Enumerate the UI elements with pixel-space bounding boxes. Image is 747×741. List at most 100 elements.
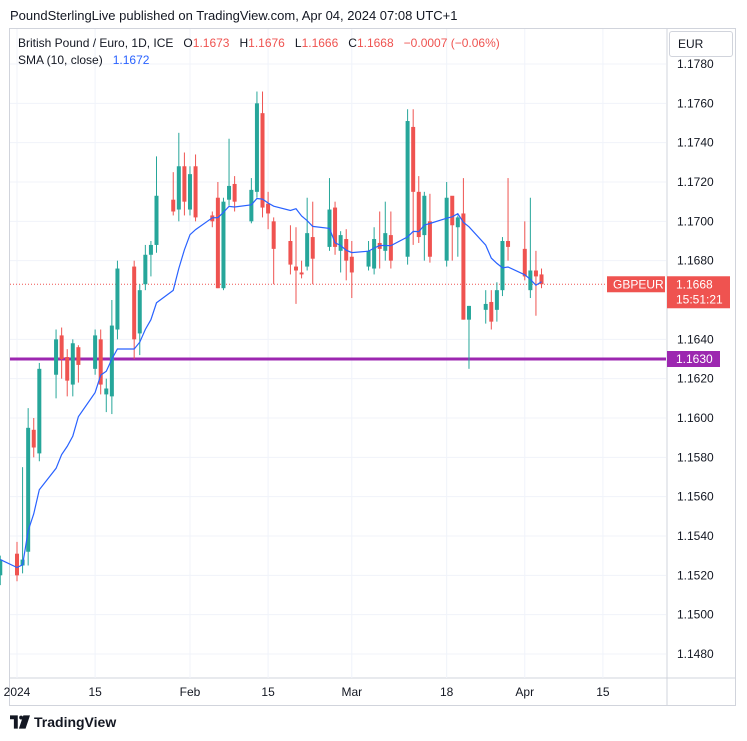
candle-body bbox=[143, 255, 147, 285]
candle[interactable] bbox=[528, 198, 532, 298]
sma-line[interactable] bbox=[0, 199, 541, 568]
candle-body bbox=[261, 113, 265, 207]
candle[interactable] bbox=[344, 229, 348, 280]
candle[interactable] bbox=[428, 194, 432, 263]
candle[interactable] bbox=[272, 217, 276, 284]
candle[interactable] bbox=[372, 227, 376, 274]
candle-body bbox=[266, 204, 270, 214]
tradingview-footer[interactable]: TradingView bbox=[10, 714, 116, 730]
candle-body bbox=[456, 217, 460, 227]
candle[interactable] bbox=[65, 349, 69, 396]
candle[interactable] bbox=[411, 109, 415, 245]
symbol-description[interactable]: British Pound / Euro, 1D, ICE bbox=[18, 36, 173, 50]
candle[interactable] bbox=[540, 269, 544, 289]
candle[interactable] bbox=[461, 178, 465, 320]
x-tick-label: 15 bbox=[88, 685, 102, 699]
candle[interactable] bbox=[60, 328, 64, 379]
candle[interactable] bbox=[149, 241, 153, 276]
candle-body bbox=[300, 272, 304, 274]
close-label: C bbox=[348, 36, 357, 50]
candle[interactable] bbox=[32, 418, 36, 457]
candle[interactable] bbox=[188, 166, 192, 215]
candle-body bbox=[76, 347, 80, 365]
candle[interactable] bbox=[300, 261, 304, 279]
candle-body bbox=[216, 198, 220, 288]
candle-body bbox=[461, 213, 465, 319]
candle[interactable] bbox=[76, 345, 80, 382]
candle[interactable] bbox=[389, 212, 393, 269]
y-tick-label: 1.1700 bbox=[677, 214, 714, 228]
open-value: 1.1673 bbox=[193, 36, 230, 50]
candle[interactable] bbox=[255, 92, 259, 198]
candle[interactable] bbox=[115, 261, 119, 340]
candle[interactable] bbox=[383, 202, 387, 261]
candle[interactable] bbox=[143, 245, 147, 290]
candle[interactable] bbox=[132, 261, 136, 359]
candle-body bbox=[411, 127, 415, 192]
candle[interactable] bbox=[489, 290, 493, 329]
candle[interactable] bbox=[155, 156, 159, 252]
y-tick-label: 1.1720 bbox=[677, 175, 714, 189]
candle[interactable] bbox=[456, 215, 460, 256]
candle[interactable] bbox=[495, 282, 499, 321]
candle-body bbox=[495, 290, 499, 310]
candle[interactable] bbox=[171, 172, 175, 215]
candle[interactable] bbox=[378, 212, 382, 269]
candle[interactable] bbox=[327, 178, 331, 251]
candle[interactable] bbox=[288, 225, 292, 274]
countdown-label: 15:51:21 bbox=[676, 292, 723, 306]
sma-label[interactable]: SMA (10, close) bbox=[18, 53, 103, 67]
x-tick-label: Apr bbox=[515, 685, 534, 699]
candle-body bbox=[177, 166, 181, 209]
candle-body bbox=[221, 202, 225, 289]
y-tick-label: 1.1780 bbox=[677, 57, 714, 71]
candle[interactable] bbox=[233, 176, 237, 211]
last-price-label: 1.1668 bbox=[676, 277, 713, 291]
candle[interactable] bbox=[417, 176, 421, 243]
candle[interactable] bbox=[350, 241, 354, 298]
candle[interactable] bbox=[177, 133, 181, 222]
candle[interactable] bbox=[93, 330, 97, 375]
candle[interactable] bbox=[339, 231, 343, 272]
candle[interactable] bbox=[266, 192, 270, 229]
candle[interactable] bbox=[249, 178, 253, 223]
candle[interactable] bbox=[484, 290, 488, 323]
y-tick-label: 1.1760 bbox=[677, 96, 714, 110]
candle[interactable] bbox=[71, 339, 75, 396]
candle[interactable] bbox=[54, 330, 58, 399]
candle[interactable] bbox=[37, 363, 41, 461]
candle[interactable] bbox=[104, 379, 108, 412]
candle[interactable] bbox=[194, 154, 198, 221]
candle-body bbox=[171, 200, 175, 212]
candle[interactable] bbox=[523, 221, 527, 280]
y-tick-label: 1.1680 bbox=[677, 254, 714, 268]
candle-body bbox=[188, 174, 192, 209]
y-tick-label: 1.1520 bbox=[677, 568, 714, 582]
candle[interactable] bbox=[227, 139, 231, 206]
candle[interactable] bbox=[506, 178, 510, 261]
candle[interactable] bbox=[406, 109, 410, 264]
candle[interactable] bbox=[216, 182, 220, 288]
candle[interactable] bbox=[445, 182, 449, 267]
candle[interactable] bbox=[450, 196, 454, 261]
candle-body bbox=[428, 221, 432, 256]
candle[interactable] bbox=[333, 202, 337, 255]
candle-body bbox=[389, 235, 393, 261]
y-tick-label: 1.1500 bbox=[677, 608, 714, 622]
candle-body bbox=[372, 239, 376, 268]
candle-body bbox=[71, 343, 75, 384]
candle-body bbox=[350, 257, 354, 273]
currency-button[interactable]: EUR bbox=[669, 31, 733, 57]
candle[interactable] bbox=[367, 241, 371, 271]
high-value: 1.1676 bbox=[248, 36, 285, 50]
candle-body bbox=[249, 190, 253, 221]
candle-body bbox=[227, 186, 231, 200]
candle[interactable] bbox=[294, 227, 298, 304]
candle[interactable] bbox=[305, 198, 309, 271]
candle[interactable] bbox=[182, 153, 186, 216]
candle-body bbox=[233, 184, 237, 202]
candle[interactable] bbox=[311, 202, 315, 285]
candle[interactable] bbox=[15, 542, 19, 581]
tradingview-brand: TradingView bbox=[34, 714, 116, 730]
